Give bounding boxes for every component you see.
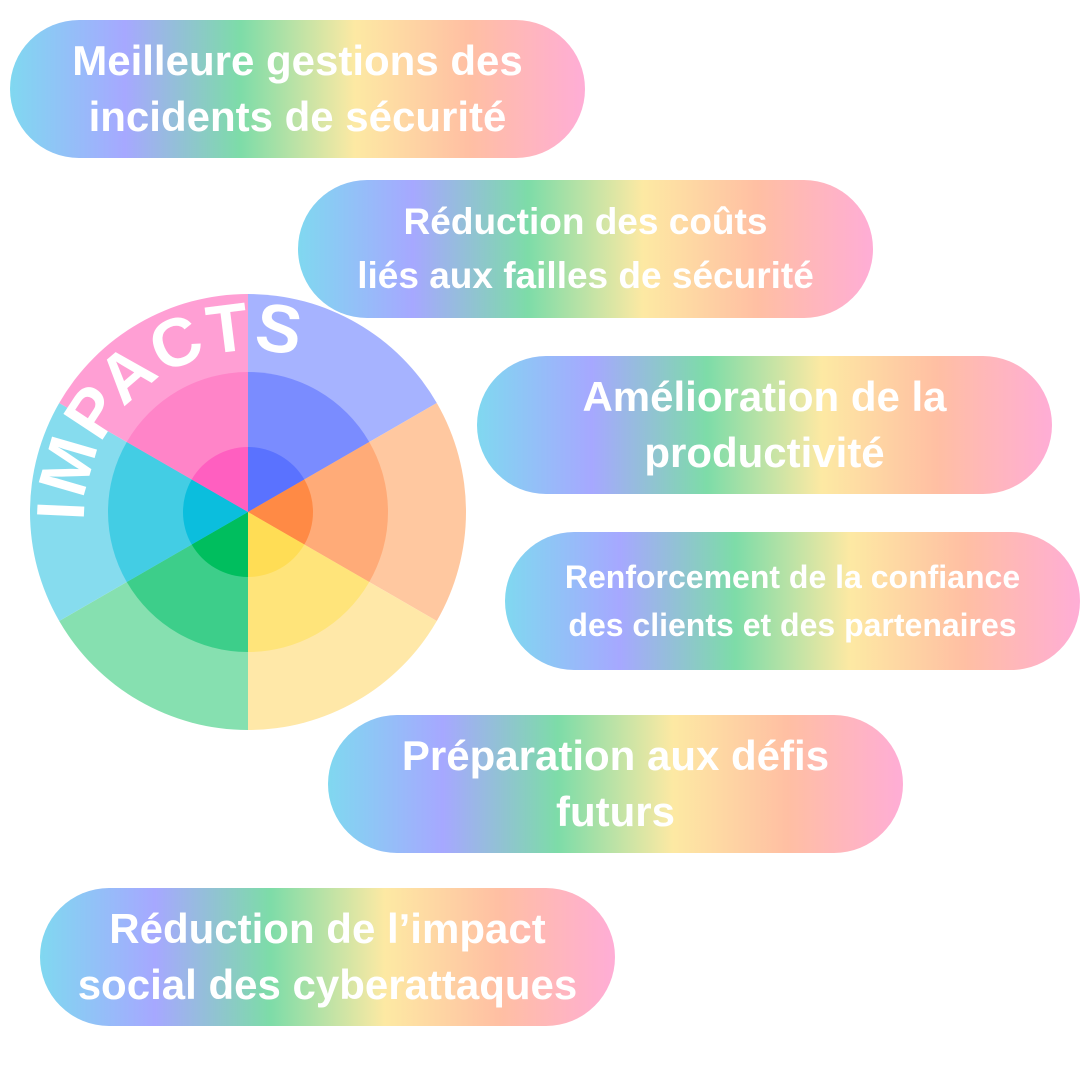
impact-pill-incident-management: Meilleure gestions des incidents de sécu… [10,20,585,158]
wheel-segment-inner-5 [182,479,248,545]
wheel-segment-middle-2 [248,442,388,582]
pill-line: incidents de sécurité [88,93,507,140]
wheel-segment-inner-6 [191,447,248,512]
pill-line: des clients et des partenaires [568,607,1017,643]
pill-line: social des cyberattaques [77,961,578,1008]
wheel-segment-middle-5 [108,442,248,582]
pill-line: Amélioration de la [582,373,947,420]
wheel-segment-inner-4 [191,512,248,577]
pill-line: Réduction des coûts [403,201,768,242]
wheel-segment-inner-2 [248,479,313,545]
impact-pill-trust: Renforcement de la confiance des clients… [505,532,1080,670]
pill-line: Meilleure gestions des [72,37,523,84]
wheel-segment-inner-3 [248,512,305,577]
pill-line: Réduction de l’impact [109,905,546,952]
pill-line: liés aux failles de sécurité [357,255,814,296]
impact-pill-future-challenges: Préparation aux défis futurs [328,715,903,853]
impact-pill-productivity: Amélioration de la productivité [477,356,1052,494]
impact-pill-cost-reduction: Réduction des coûts liés aux failles de … [298,180,873,318]
impact-pill-social-impact: Réduction de l’impact social des cyberat… [40,888,615,1026]
impacts-wheel: IMPACTS [23,288,466,730]
pill-line: futurs [556,788,675,835]
pill-line: Préparation aux défis [401,732,830,779]
pill-line: Renforcement de la confiance [564,559,1021,595]
wheel-segments [29,294,466,730]
wheel-segment-inner-1 [248,447,305,512]
pill-line: productivité [644,429,885,476]
